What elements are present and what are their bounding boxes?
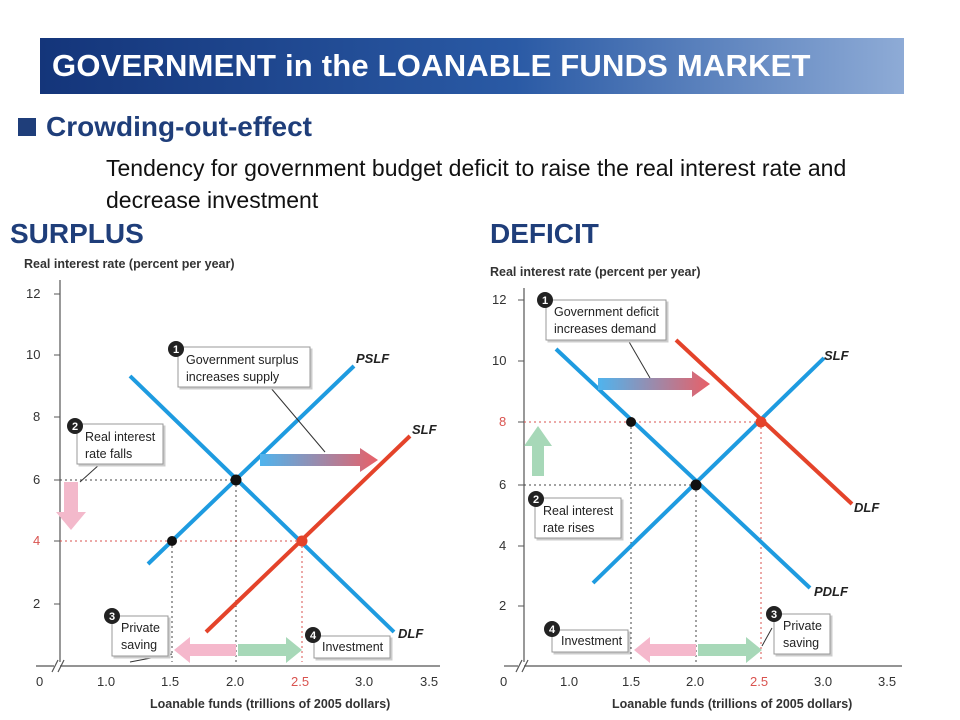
callout-deficit-1: 1 Government deficit increases demand <box>537 292 667 341</box>
x-tick-2-0: 2.0 <box>686 674 704 689</box>
callout-surplus-1: 1 Government surplus increases supply <box>168 341 311 388</box>
callout-num: 4 <box>549 624 556 636</box>
demand-shift-arrow <box>598 371 710 397</box>
y-tick-8: 8 <box>33 409 40 424</box>
x-tick-1-0: 1.0 <box>560 674 578 689</box>
y-tick-12: 12 <box>492 292 506 307</box>
deficit-heading: DEFICIT <box>490 218 599 249</box>
callout-num: 2 <box>533 494 539 506</box>
x-tick-1-5: 1.5 <box>161 674 179 689</box>
surplus-heading: SURPLUS <box>10 218 144 249</box>
supply-shift-arrow <box>260 448 378 472</box>
callout-deficit-4: 4 Investment <box>544 621 629 653</box>
bullet-square-icon <box>18 118 36 136</box>
private-saving-arrow <box>698 637 762 663</box>
equilibrium-point-original <box>690 479 702 491</box>
callout-deficit-2: 2 Real interest rate rises <box>528 491 622 539</box>
callout-text: saving <box>783 636 819 650</box>
investment-arrow <box>634 637 696 663</box>
x-tick-3-5: 3.5 <box>878 674 896 689</box>
pdlf-label: PDLF <box>814 584 849 599</box>
y-axis-label: Real interest rate (percent per year) <box>490 265 701 279</box>
x-tick-1-5: 1.5 <box>622 674 640 689</box>
dlf-label: DLF <box>398 626 424 641</box>
y-tick-10: 10 <box>492 353 506 368</box>
x-axis-label: Loanable funds (trillions of 2005 dollar… <box>612 697 852 711</box>
callout-num: 1 <box>173 344 179 356</box>
dlf-curve <box>128 374 396 634</box>
y-tick-2: 2 <box>499 598 506 613</box>
x-tick-3-0: 3.0 <box>814 674 832 689</box>
bullet-heading: Crowding-out-effect <box>46 111 312 142</box>
y-axis-label: Real interest rate (percent per year) <box>24 257 235 271</box>
private-saving-arrow <box>174 637 236 663</box>
rate-falls-arrow <box>56 482 86 530</box>
pslf-label: PSLF <box>356 351 390 366</box>
investment-point <box>626 417 636 427</box>
pslf-curve <box>146 364 356 566</box>
callout-text: increases supply <box>186 370 280 384</box>
callout-text: increases demand <box>554 322 656 336</box>
callout-num: 3 <box>771 609 777 621</box>
y-tick-6: 6 <box>499 477 506 492</box>
callout-num: 3 <box>109 611 115 623</box>
slf-label: SLF <box>412 422 438 437</box>
y-tick-4: 4 <box>499 538 506 553</box>
dlf-label: DLF <box>854 500 880 515</box>
equilibrium-point-new <box>755 416 767 428</box>
callout-text: Investment <box>322 640 384 654</box>
surplus-diagram: Real interest rate (percent per year) 12… <box>24 257 440 711</box>
y-tick-4: 4 <box>33 533 40 548</box>
x-tick-0: 0 <box>500 674 507 689</box>
callout-num: 1 <box>542 295 548 307</box>
callout-text: Private <box>121 621 160 635</box>
callout-surplus-3: 3 Private saving <box>104 608 169 657</box>
slf-label: SLF <box>824 348 850 363</box>
slf-curve <box>591 356 826 585</box>
private-saving-point <box>167 536 177 546</box>
deficit-diagram: Real interest rate (percent per year) 12… <box>490 265 902 711</box>
x-tick-2-5: 2.5 <box>291 674 309 689</box>
rate-rises-arrow <box>524 426 552 476</box>
callout-num: 4 <box>310 630 317 642</box>
y-tick-6: 6 <box>33 472 40 487</box>
callout-num: 2 <box>72 421 78 433</box>
slide-title-banner: GOVERNMENT in the LOANABLE FUNDS MARKET <box>40 38 904 94</box>
y-tick-12: 12 <box>26 286 40 301</box>
x-tick-2-0: 2.0 <box>226 674 244 689</box>
x-tick-3-0: 3.0 <box>355 674 373 689</box>
callout-text: Real interest <box>85 430 156 444</box>
x-axis-label: Loanable funds (trillions of 2005 dollar… <box>150 697 390 711</box>
bullet-heading-row: Crowding-out-effect <box>18 110 312 144</box>
equilibrium-point-original <box>230 474 242 486</box>
callout-text: Real interest <box>543 504 614 518</box>
investment-arrow <box>238 637 302 663</box>
equilibrium-point-new <box>296 535 308 547</box>
callout-text: saving <box>121 638 157 652</box>
callout-text: rate rises <box>543 521 594 535</box>
callout-surplus-2: 2 Real interest rate falls <box>67 418 164 465</box>
definition-text: Tendency for government budget deficit t… <box>106 155 847 213</box>
callout-text: Investment <box>561 634 623 648</box>
callout-text: rate falls <box>85 447 132 461</box>
callout-surplus-4: 4 Investment <box>305 627 391 659</box>
callout-text: Private <box>783 619 822 633</box>
y-tick-10: 10 <box>26 347 40 362</box>
x-tick-0: 0 <box>36 674 43 689</box>
y-tick-2: 2 <box>33 596 40 611</box>
x-tick-2-5: 2.5 <box>750 674 768 689</box>
y-tick-8: 8 <box>499 414 506 429</box>
x-tick-3-5: 3.5 <box>420 674 438 689</box>
callout-deficit-3: 3 Private saving <box>766 606 831 655</box>
x-tick-1-0: 1.0 <box>97 674 115 689</box>
slf-curve <box>204 434 412 634</box>
callout-text: Government surplus <box>186 353 299 367</box>
callout-text: Government deficit <box>554 305 659 319</box>
